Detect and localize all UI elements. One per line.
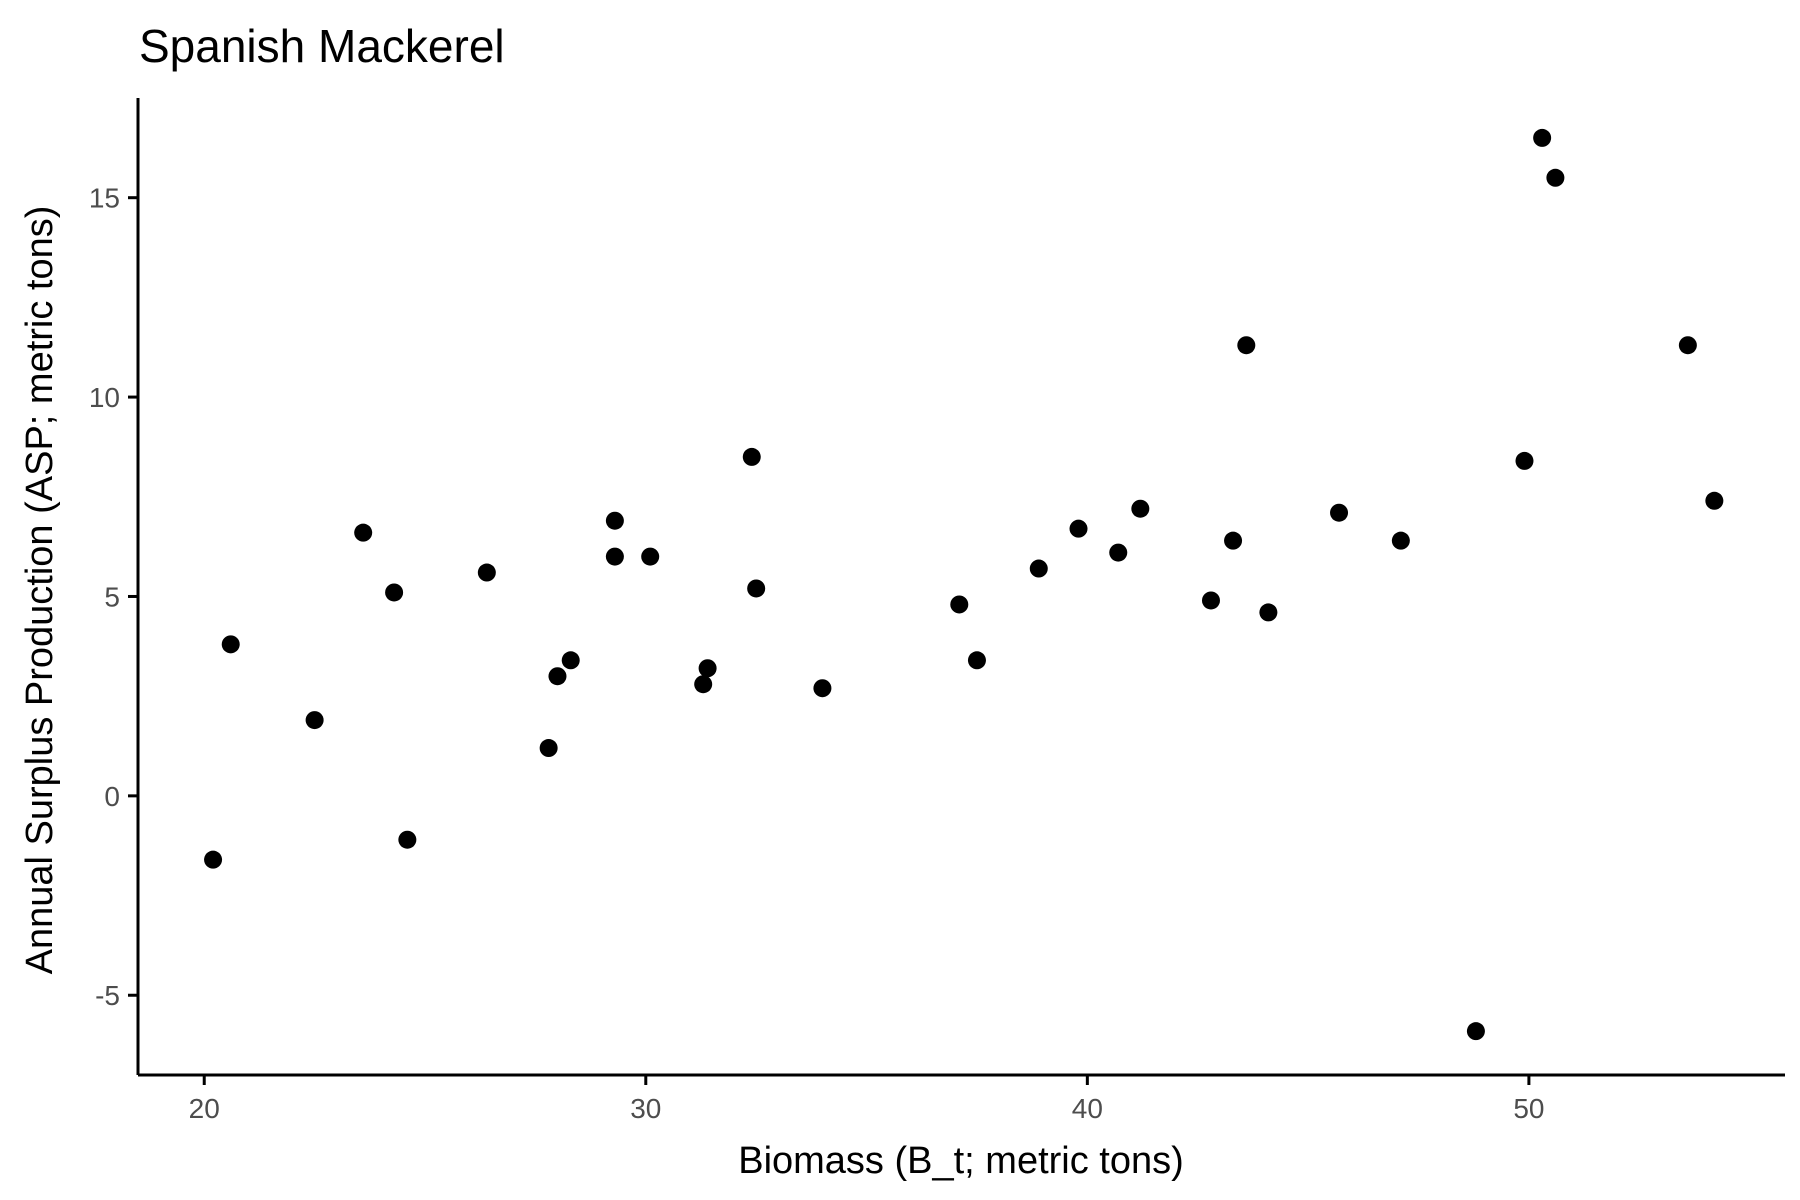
data-point xyxy=(221,635,240,654)
data-point xyxy=(1533,128,1552,147)
x-axis-ticks: 20 30 40 50 xyxy=(189,1075,1544,1124)
data-point xyxy=(967,651,986,670)
x-tick-label: 50 xyxy=(1513,1093,1544,1124)
data-point xyxy=(1391,531,1410,550)
y-axis-label: Annual Surplus Production (ASP; metric t… xyxy=(19,206,61,975)
data-point xyxy=(747,579,766,598)
data-point xyxy=(1546,168,1565,187)
data-point xyxy=(605,511,624,530)
data-point xyxy=(742,447,761,466)
data-point xyxy=(1705,491,1724,510)
data-point xyxy=(539,739,558,758)
y-tick-label: -5 xyxy=(95,980,120,1011)
data-point xyxy=(813,679,832,698)
plot-area: 20 30 40 50 -5 0 5 10 15 xyxy=(89,98,1785,1124)
x-tick-label: 30 xyxy=(630,1093,661,1124)
data-points xyxy=(204,128,1724,1041)
data-point xyxy=(1515,451,1534,470)
data-point xyxy=(1466,1022,1485,1041)
data-point xyxy=(1029,559,1048,578)
data-point xyxy=(385,583,404,602)
data-point xyxy=(204,850,223,869)
y-tick-label: 15 xyxy=(89,183,120,214)
data-point xyxy=(305,711,324,730)
y-tick-label: 5 xyxy=(104,581,120,612)
data-point xyxy=(641,547,660,566)
data-point xyxy=(1237,336,1256,355)
x-tick-label: 40 xyxy=(1072,1093,1103,1124)
y-tick-label: 0 xyxy=(104,781,120,812)
data-point xyxy=(398,830,417,849)
data-point xyxy=(694,675,713,694)
x-tick-label: 20 xyxy=(189,1093,220,1124)
data-point xyxy=(1201,591,1220,610)
data-point xyxy=(354,523,373,542)
data-point xyxy=(1330,503,1349,522)
data-point xyxy=(1224,531,1243,550)
y-axis-ticks: -5 0 5 10 15 xyxy=(89,183,138,1011)
data-point xyxy=(548,667,567,686)
data-point xyxy=(1259,603,1278,622)
data-point xyxy=(1109,543,1128,562)
data-point xyxy=(950,595,969,614)
data-point xyxy=(605,547,624,566)
y-tick-label: 10 xyxy=(89,382,120,413)
data-point xyxy=(1131,499,1150,518)
data-point xyxy=(1069,519,1088,538)
chart-title: Spanish Mackerel xyxy=(139,20,505,72)
x-axis-label: Biomass (B_t; metric tons) xyxy=(738,1140,1184,1182)
data-point xyxy=(477,563,496,582)
data-point xyxy=(698,659,717,678)
data-point xyxy=(1678,336,1697,355)
data-point xyxy=(561,651,580,670)
